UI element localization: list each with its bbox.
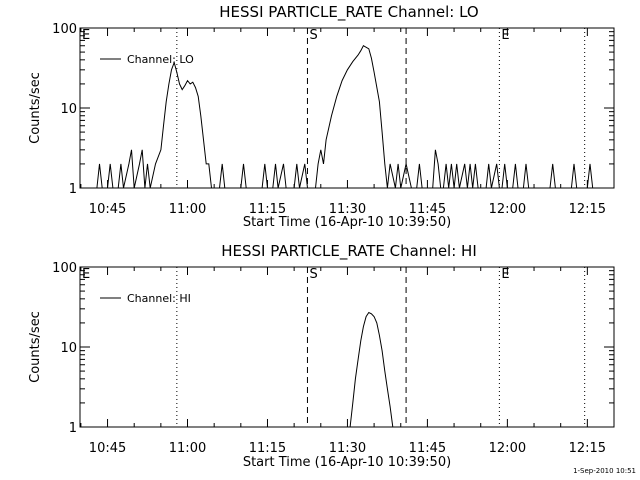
plot-frame bbox=[79, 27, 615, 189]
x-tick-label: 11:45 bbox=[409, 441, 446, 456]
legend-label: Channel: LO bbox=[127, 53, 194, 66]
y-tick-label: 10 bbox=[60, 341, 77, 356]
x-tick-label: 11:30 bbox=[329, 441, 366, 456]
x-axis-label: Start Time (16-Apr-10 10:39:50) bbox=[243, 455, 451, 470]
x-axis-label: Start Time (16-Apr-10 10:39:50) bbox=[243, 215, 451, 230]
x-tick-label: 10:45 bbox=[89, 202, 126, 217]
chart-title: HESSI PARTICLE_RATE Channel: HI bbox=[221, 242, 477, 261]
timestamp-footer: 1-Sep-2010 10:51 bbox=[573, 467, 636, 475]
x-tick-label: 11:15 bbox=[249, 202, 286, 217]
y-tick-label: 1 bbox=[69, 421, 77, 436]
x-tick-label: 11:00 bbox=[169, 202, 206, 217]
x-tick-label: 12:00 bbox=[489, 202, 526, 217]
x-tick-label: 12:15 bbox=[569, 202, 606, 217]
marker-label: E bbox=[501, 267, 509, 282]
y-tick-label: 100 bbox=[52, 261, 77, 276]
x-tick-label: 11:15 bbox=[249, 441, 286, 456]
series-line bbox=[96, 45, 594, 189]
marker-label: E bbox=[82, 28, 90, 43]
plot-frame bbox=[79, 266, 615, 428]
chart-panel-hi: HESSI PARTICLE_RATE Channel: HI Counts/s… bbox=[28, 242, 615, 470]
marker-label: S bbox=[309, 267, 317, 282]
x-tick-label: 12:15 bbox=[569, 441, 606, 456]
y-tick-label: 10 bbox=[60, 102, 77, 117]
x-tick-label: 11:45 bbox=[409, 202, 446, 217]
y-axis-label: Counts/sec bbox=[28, 72, 43, 144]
y-tick-label: 100 bbox=[52, 22, 77, 37]
y-axis-label: Counts/sec bbox=[28, 311, 43, 383]
y-tick-label: 1 bbox=[69, 182, 77, 197]
x-tick-label: 11:00 bbox=[169, 441, 206, 456]
legend-label: Channel: HI bbox=[127, 292, 191, 305]
marker-label: E bbox=[501, 28, 509, 43]
x-tick-label: 12:00 bbox=[489, 441, 526, 456]
marker-label: S bbox=[309, 28, 317, 43]
x-tick-label: 10:45 bbox=[89, 441, 126, 456]
marker-label: E bbox=[82, 267, 90, 282]
x-tick-label: 11:30 bbox=[329, 202, 366, 217]
chart-panel-lo: HESSI PARTICLE_RATE Channel: LO Counts/s… bbox=[28, 3, 615, 230]
series-line bbox=[349, 311, 394, 428]
chart-title: HESSI PARTICLE_RATE Channel: LO bbox=[219, 3, 478, 22]
